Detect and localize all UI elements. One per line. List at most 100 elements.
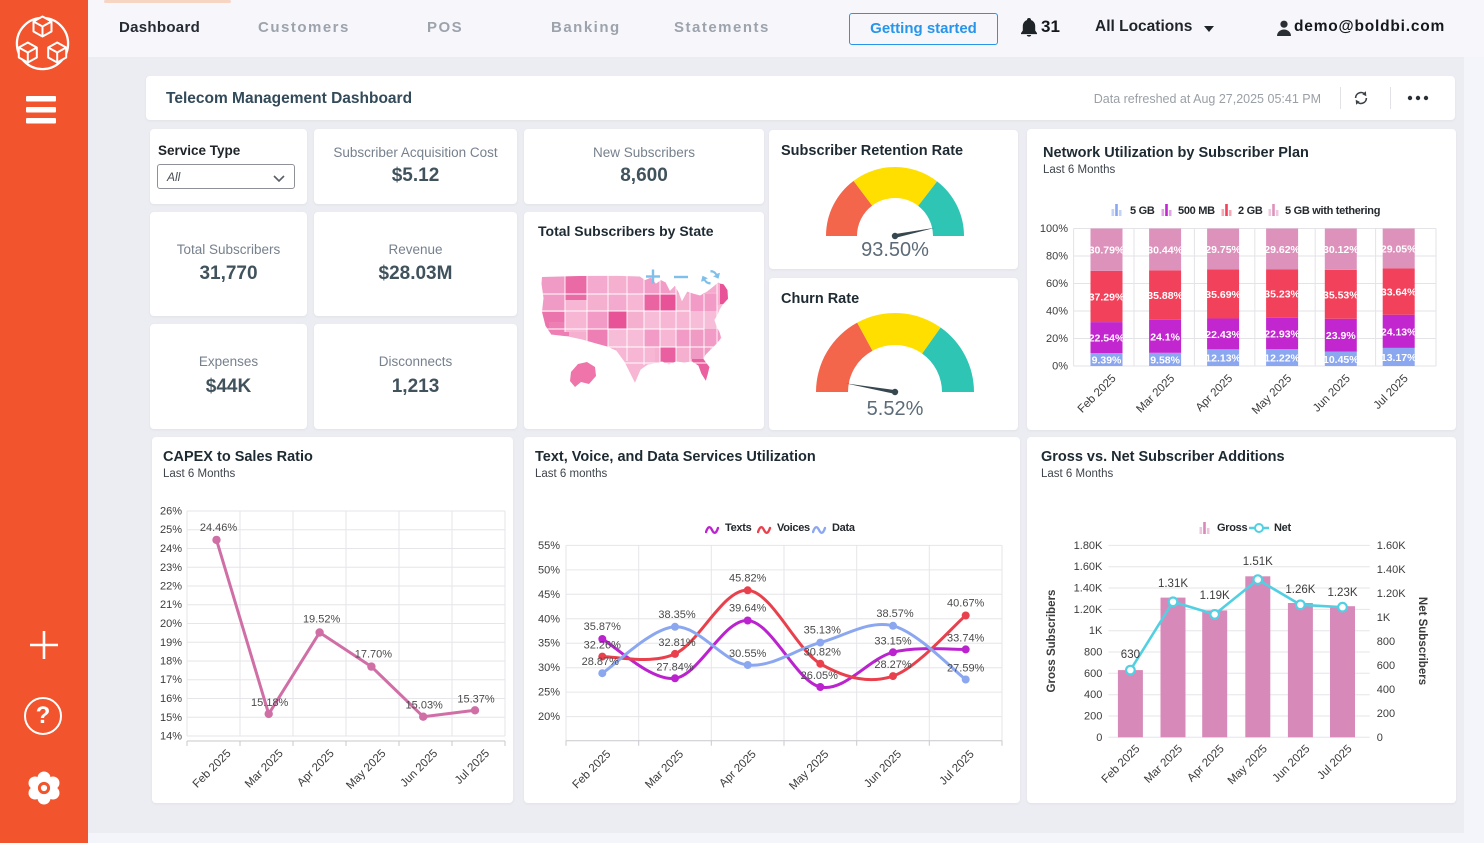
svg-text:19%: 19% — [160, 637, 182, 649]
svg-text:800: 800 — [1084, 647, 1102, 659]
svg-text:55%: 55% — [538, 540, 560, 552]
svg-text:80%: 80% — [1046, 251, 1068, 263]
svg-text:1.19K: 1.19K — [1200, 590, 1230, 602]
svg-text:40.67%: 40.67% — [947, 598, 985, 610]
svg-text:35.69%: 35.69% — [1205, 289, 1241, 301]
svg-text:22.93%: 22.93% — [1264, 328, 1300, 340]
svg-text:Apr 2025: Apr 2025 — [1185, 743, 1226, 784]
svg-text:Feb 2025: Feb 2025 — [1100, 743, 1143, 786]
svg-text:50%: 50% — [538, 564, 560, 576]
svg-text:13.17%: 13.17% — [1381, 352, 1417, 364]
svg-text:Mar 2025: Mar 2025 — [1134, 373, 1177, 416]
svg-text:Feb 2025: Feb 2025 — [1076, 373, 1119, 416]
svg-text:Mar 2025: Mar 2025 — [243, 748, 286, 791]
svg-text:20%: 20% — [1046, 333, 1068, 345]
svg-text:1.60K: 1.60K — [1074, 561, 1103, 573]
svg-text:20%: 20% — [538, 711, 560, 723]
svg-text:39.64%: 39.64% — [729, 603, 767, 615]
svg-text:35.88%: 35.88% — [1147, 290, 1183, 302]
svg-text:18%: 18% — [160, 656, 182, 668]
svg-text:24.46%: 24.46% — [200, 522, 238, 534]
svg-text:200: 200 — [1084, 711, 1102, 723]
svg-text:Gross Subscribers: Gross Subscribers — [1046, 590, 1058, 693]
svg-text:1.60K: 1.60K — [1377, 540, 1406, 552]
svg-text:1.20K: 1.20K — [1074, 604, 1103, 616]
svg-text:5.52%: 5.52% — [867, 398, 924, 420]
svg-text:1K: 1K — [1089, 625, 1103, 637]
svg-text:22.43%: 22.43% — [1205, 329, 1241, 341]
svg-text:24.13%: 24.13% — [1381, 326, 1417, 338]
svg-text:15.37%: 15.37% — [457, 693, 495, 705]
svg-text:400: 400 — [1084, 689, 1102, 701]
svg-text:May 2025: May 2025 — [344, 748, 388, 792]
svg-text:0%: 0% — [1052, 361, 1068, 373]
svg-text:28.27%: 28.27% — [874, 659, 912, 671]
svg-text:1.23K: 1.23K — [1327, 587, 1357, 599]
svg-text:1.31K: 1.31K — [1158, 578, 1188, 590]
svg-text:17%: 17% — [160, 674, 182, 686]
svg-text:1.26K: 1.26K — [1285, 584, 1315, 596]
svg-text:21%: 21% — [160, 599, 182, 611]
svg-text:93.50%: 93.50% — [861, 239, 929, 261]
svg-text:Apr 2025: Apr 2025 — [295, 748, 336, 789]
svg-text:600: 600 — [1084, 668, 1102, 680]
svg-text:22.54%: 22.54% — [1089, 333, 1125, 345]
svg-text:Apr 2025: Apr 2025 — [717, 748, 758, 789]
svg-text:Jun 2025: Jun 2025 — [862, 748, 904, 790]
svg-text:Jun 2025: Jun 2025 — [1271, 743, 1313, 785]
svg-text:38.57%: 38.57% — [876, 608, 914, 620]
svg-text:35.87%: 35.87% — [584, 621, 622, 633]
svg-text:9.58%: 9.58% — [1150, 354, 1180, 366]
svg-text:35.13%: 35.13% — [804, 625, 842, 637]
svg-text:14%: 14% — [160, 731, 182, 743]
svg-text:10.45%: 10.45% — [1323, 354, 1359, 366]
svg-text:Jul 2025: Jul 2025 — [1372, 373, 1411, 412]
svg-text:29.05%: 29.05% — [1381, 244, 1417, 256]
svg-text:Mar 2025: Mar 2025 — [643, 748, 686, 791]
svg-text:35.23%: 35.23% — [1264, 288, 1300, 300]
svg-text:28.87%: 28.87% — [582, 656, 620, 668]
svg-text:25%: 25% — [160, 524, 182, 536]
svg-text:Jul 2025: Jul 2025 — [453, 748, 492, 787]
svg-text:15.18%: 15.18% — [251, 697, 289, 709]
svg-text:Jul 2025: Jul 2025 — [938, 748, 977, 787]
svg-text:26%: 26% — [160, 506, 182, 518]
svg-text:100%: 100% — [1040, 223, 1068, 235]
svg-text:38.35%: 38.35% — [658, 609, 696, 621]
svg-text:1.40K: 1.40K — [1377, 564, 1406, 576]
svg-text:Feb 2025: Feb 2025 — [571, 748, 614, 791]
svg-text:30.44%: 30.44% — [1147, 244, 1183, 256]
svg-text:400: 400 — [1377, 684, 1395, 696]
svg-text:30.12%: 30.12% — [1323, 244, 1359, 256]
svg-text:1.40K: 1.40K — [1074, 583, 1103, 595]
svg-text:Mar 2025: Mar 2025 — [1142, 743, 1185, 786]
svg-text:23%: 23% — [160, 562, 182, 574]
svg-text:17.70%: 17.70% — [355, 649, 393, 661]
svg-text:May 2025: May 2025 — [787, 748, 831, 792]
svg-text:33.15%: 33.15% — [874, 635, 912, 647]
svg-text:29.62%: 29.62% — [1264, 244, 1300, 256]
svg-text:1.51K: 1.51K — [1243, 556, 1273, 568]
svg-text:May 2025: May 2025 — [1250, 373, 1294, 417]
svg-text:19.52%: 19.52% — [303, 614, 341, 626]
svg-text:15%: 15% — [160, 712, 182, 724]
svg-text:Jul 2025: Jul 2025 — [1315, 743, 1354, 782]
svg-text:1.20K: 1.20K — [1377, 588, 1406, 600]
svg-text:33.74%: 33.74% — [947, 632, 985, 644]
svg-text:40%: 40% — [538, 613, 560, 625]
svg-text:1.80K: 1.80K — [1074, 540, 1103, 552]
svg-text:May 2025: May 2025 — [1226, 743, 1270, 787]
svg-text:20%: 20% — [160, 618, 182, 630]
svg-text:45%: 45% — [538, 589, 560, 601]
svg-text:33.64%: 33.64% — [1381, 287, 1417, 299]
svg-text:Jun 2025: Jun 2025 — [398, 748, 440, 790]
svg-text:22%: 22% — [160, 581, 182, 593]
svg-text:30.55%: 30.55% — [729, 648, 767, 660]
svg-text:35%: 35% — [538, 638, 560, 650]
svg-text:30.82%: 30.82% — [804, 647, 842, 659]
svg-text:30.79%: 30.79% — [1089, 245, 1125, 257]
svg-text:Feb 2025: Feb 2025 — [191, 748, 234, 791]
svg-text:600: 600 — [1377, 660, 1395, 672]
svg-text:32.81%: 32.81% — [658, 637, 696, 649]
svg-text:12.13%: 12.13% — [1205, 353, 1241, 365]
